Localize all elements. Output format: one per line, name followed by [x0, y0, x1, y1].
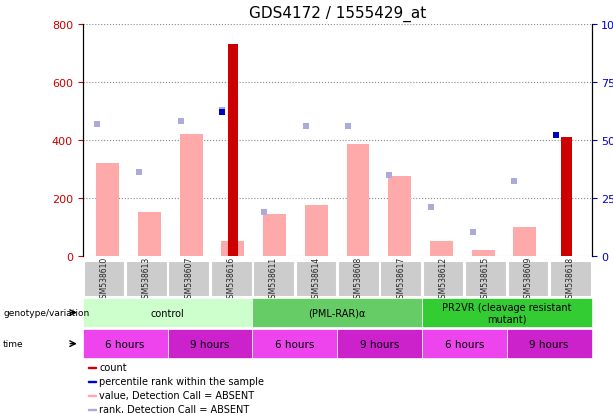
Text: 9 hours: 9 hours — [530, 339, 569, 349]
Bar — [562, 138, 572, 256]
Text: 9 hours: 9 hours — [360, 339, 399, 349]
Text: GSM538609: GSM538609 — [524, 256, 533, 302]
Bar — [305, 205, 328, 256]
Text: GSM538607: GSM538607 — [185, 256, 193, 302]
Text: count: count — [99, 362, 127, 373]
Text: GSM538612: GSM538612 — [439, 256, 447, 302]
Text: GSM538613: GSM538613 — [142, 256, 151, 302]
Bar — [338, 261, 379, 297]
Text: control: control — [151, 308, 185, 318]
Bar — [83, 330, 167, 358]
Bar — [507, 330, 592, 358]
Bar — [211, 261, 251, 297]
Text: rank, Detection Call = ABSENT: rank, Detection Call = ABSENT — [99, 404, 249, 413]
Bar — [83, 299, 253, 327]
Bar — [138, 213, 161, 256]
Bar — [227, 45, 238, 256]
Bar — [471, 250, 495, 256]
Bar — [430, 242, 453, 256]
Bar — [253, 330, 337, 358]
Text: GSM538610: GSM538610 — [99, 256, 109, 302]
Bar — [423, 261, 463, 297]
Bar — [221, 242, 245, 256]
Text: GSM538617: GSM538617 — [396, 256, 405, 302]
Text: percentile rank within the sample: percentile rank within the sample — [99, 376, 264, 386]
Bar — [388, 176, 411, 256]
Bar — [88, 395, 96, 396]
Bar — [180, 135, 203, 256]
Text: GSM538615: GSM538615 — [481, 256, 490, 302]
Title: GDS4172 / 1555429_at: GDS4172 / 1555429_at — [248, 6, 426, 22]
Bar — [513, 227, 536, 256]
Bar — [169, 261, 209, 297]
Bar — [126, 261, 167, 297]
Text: 6 hours: 6 hours — [275, 339, 314, 349]
Bar — [253, 261, 294, 297]
Bar — [508, 261, 548, 297]
Bar — [88, 367, 96, 368]
Bar — [263, 214, 286, 256]
Bar — [88, 381, 96, 382]
Text: value, Detection Call = ABSENT: value, Detection Call = ABSENT — [99, 390, 254, 400]
Bar — [381, 261, 421, 297]
Bar — [253, 299, 422, 327]
Text: genotype/variation: genotype/variation — [3, 309, 89, 317]
Bar — [550, 261, 591, 297]
Text: (PML-RAR)α: (PML-RAR)α — [308, 308, 366, 318]
Bar — [88, 408, 96, 410]
Text: GSM538616: GSM538616 — [227, 256, 235, 302]
Bar — [422, 299, 592, 327]
Text: time: time — [3, 339, 24, 348]
Bar — [346, 145, 370, 256]
Text: 6 hours: 6 hours — [105, 339, 145, 349]
Text: PR2VR (cleavage resistant
mutant): PR2VR (cleavage resistant mutant) — [442, 302, 571, 324]
Bar — [167, 330, 253, 358]
Bar — [422, 330, 507, 358]
Bar — [83, 261, 124, 297]
Bar — [295, 261, 337, 297]
Bar — [465, 261, 506, 297]
Text: 9 hours: 9 hours — [190, 339, 230, 349]
Text: 6 hours: 6 hours — [444, 339, 484, 349]
Bar — [337, 330, 422, 358]
Text: GSM538614: GSM538614 — [311, 256, 321, 302]
Bar — [96, 164, 120, 256]
Text: GSM538608: GSM538608 — [354, 256, 363, 302]
Text: GSM538611: GSM538611 — [269, 256, 278, 302]
Text: GSM538618: GSM538618 — [566, 256, 575, 302]
